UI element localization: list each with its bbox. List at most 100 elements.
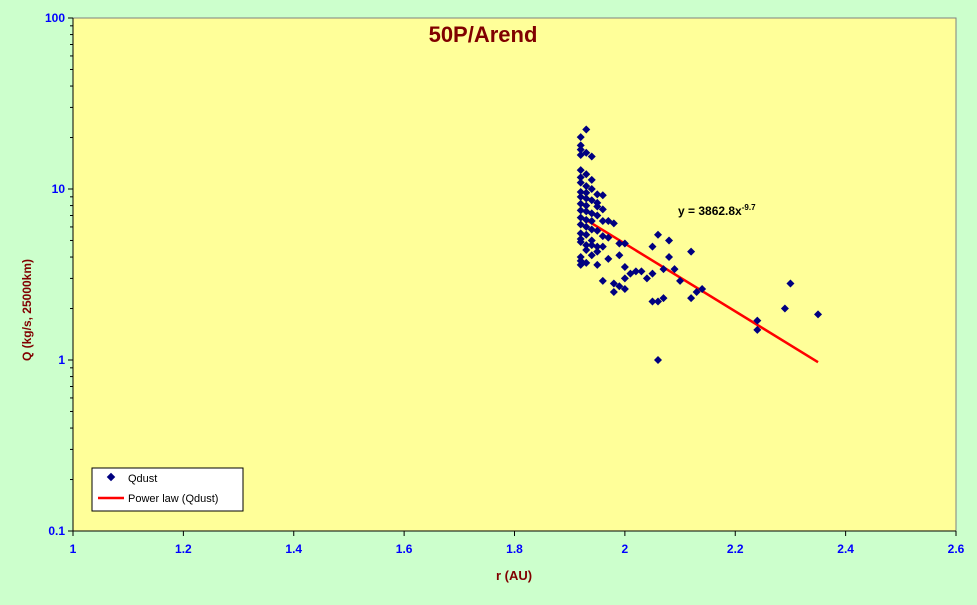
qdust-point <box>653 356 662 364</box>
qdust-point <box>576 206 585 215</box>
legend-marker-qdust <box>106 472 116 482</box>
qdust-point <box>653 297 662 306</box>
qdust-point <box>587 216 596 225</box>
qdust-point <box>698 285 707 294</box>
qdust-point <box>598 216 607 225</box>
qdust-point <box>604 233 613 242</box>
qdust-point <box>598 232 607 241</box>
x-tick-label: 1.4 <box>285 542 302 556</box>
x-tick-label: 2.6 <box>948 542 965 556</box>
qdust-point <box>615 239 624 248</box>
qdust-point <box>593 260 602 269</box>
qdust-point <box>665 253 674 262</box>
qdust-point <box>582 230 591 239</box>
qdust-point <box>587 196 596 205</box>
qdust-point <box>692 287 701 296</box>
qdust-point <box>598 191 607 200</box>
qdust-point <box>582 125 591 134</box>
legend-box <box>91 467 244 512</box>
x-tick-label: 1 <box>70 542 77 556</box>
qdust-point <box>582 182 591 191</box>
qdust-point <box>598 276 607 285</box>
x-axis-label: r (AU) <box>496 568 532 583</box>
x-tick-label: 2 <box>622 542 629 556</box>
qdust-point <box>582 241 591 250</box>
legend: Qdust Power law (Qdust) <box>91 467 244 512</box>
qdust-point <box>687 294 696 303</box>
qdust-point <box>620 262 629 271</box>
y-tick-label: 0.1 <box>48 524 65 538</box>
qdust-point <box>582 258 591 267</box>
x-tick-label: 2.2 <box>727 542 744 556</box>
qdust-point <box>637 267 646 276</box>
qdust-point <box>587 225 596 234</box>
qdust-point <box>780 304 789 313</box>
qdust-point <box>593 242 602 251</box>
qdust-point <box>582 215 591 224</box>
qdust-point <box>753 316 762 325</box>
qdust-point <box>653 230 662 239</box>
qdust-point <box>593 211 602 220</box>
qdust-point <box>598 242 607 251</box>
axes: 1 1.2 1.4 1.6 1.8 2 2.2 2.4 2.6 0.1 1 10 100 <box>45 11 965 556</box>
qdust-point <box>609 287 618 296</box>
qdust-point <box>576 145 585 154</box>
qdust-point <box>576 141 585 150</box>
qdust-point <box>593 247 602 256</box>
qdust-point <box>593 190 602 199</box>
qdust-point <box>626 269 635 278</box>
y-tick-label: 1 <box>58 353 65 367</box>
qdust-point <box>576 166 585 175</box>
qdust-point <box>582 188 591 197</box>
qdust-point <box>753 325 762 334</box>
data-points <box>576 125 823 364</box>
qdust-point <box>582 222 591 231</box>
qdust-point <box>587 251 596 260</box>
qdust-point <box>582 170 591 179</box>
qdust-point <box>576 151 585 160</box>
qdust-point <box>576 188 585 197</box>
qdust-point <box>593 202 602 211</box>
x-tick-label: 1.8 <box>506 542 523 556</box>
qdust-point <box>587 175 596 184</box>
qdust-point <box>659 294 668 303</box>
qdust-point <box>615 251 624 260</box>
qdust-point <box>620 285 629 294</box>
y-tick-label: 100 <box>45 11 65 25</box>
qdust-point <box>620 274 629 283</box>
qdust-point <box>576 237 585 246</box>
fit-equation-exponent: -9.7 <box>742 203 756 212</box>
qdust-point <box>670 265 679 274</box>
y-tick-label: 10 <box>52 182 66 196</box>
fit-equation: y = 3862.8x-9.7 <box>678 203 756 218</box>
qdust-point <box>576 229 585 238</box>
qdust-point <box>648 297 657 306</box>
qdust-point <box>665 236 674 245</box>
qdust-point <box>609 279 618 288</box>
plot-area <box>72 17 957 532</box>
legend-label-power-law: Power law (Qdust) <box>128 493 218 505</box>
y-axis-label: Q (kg/s, 25000km) <box>20 259 34 361</box>
qdust-point <box>576 178 585 187</box>
qdust-point <box>648 269 657 278</box>
qdust-point <box>582 245 591 254</box>
qdust-point <box>615 282 624 291</box>
qdust-point <box>609 219 618 228</box>
qdust-point <box>582 201 591 210</box>
qdust-point <box>587 236 596 245</box>
qdust-point <box>576 133 585 142</box>
qdust-point <box>642 274 651 283</box>
qdust-point <box>648 242 657 251</box>
chart-title: 50P/Arend <box>429 22 538 47</box>
qdust-point <box>598 205 607 214</box>
qdust-point <box>786 279 795 288</box>
x-tick-label: 1.6 <box>396 542 413 556</box>
qdust-point <box>814 310 823 319</box>
legend-label-qdust: Qdust <box>128 473 157 485</box>
fit-equation-base: y = 3862.8x <box>678 204 742 218</box>
qdust-point <box>587 152 596 161</box>
qdust-point <box>687 247 696 256</box>
qdust-point <box>676 276 685 285</box>
